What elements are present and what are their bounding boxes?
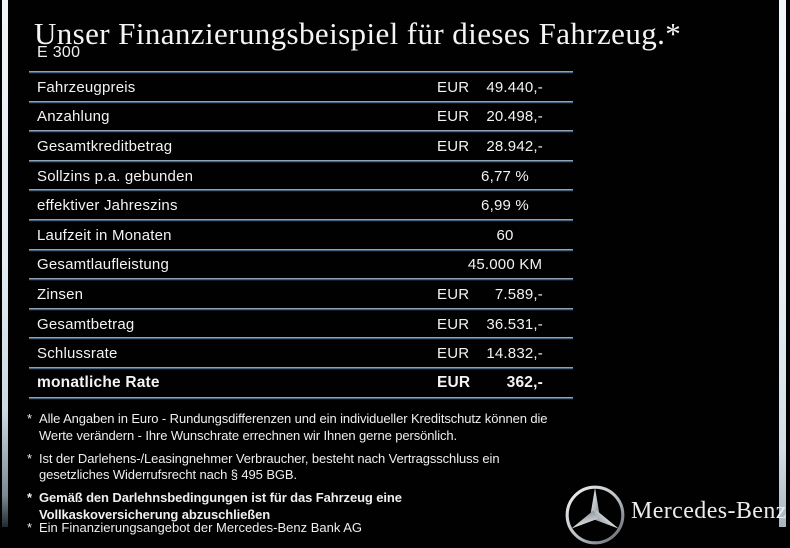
table-divider bbox=[29, 366, 573, 370]
table-row: Schlussrate EUR 14.832,- bbox=[29, 340, 573, 367]
amount-value: 36.531,- bbox=[486, 315, 543, 333]
row-value: EUR 14.832,- bbox=[437, 345, 573, 362]
footnote-line: gesetzliches Widerrufsrecht nach § 495 B… bbox=[39, 467, 297, 482]
right-edge-strip bbox=[779, 0, 786, 527]
row-value: EUR 28.942,- bbox=[437, 138, 573, 155]
table-divider bbox=[29, 100, 573, 104]
brand-area: Mercedes-Benz bbox=[565, 485, 787, 545]
currency-label: EUR bbox=[437, 345, 470, 363]
row-value: EUR 20.498,- bbox=[437, 108, 573, 125]
footnote-marker: * bbox=[27, 490, 32, 505]
footnote-marker: * bbox=[27, 450, 32, 466]
amount-value: 20.498,- bbox=[486, 108, 543, 126]
row-label: Schlussrate bbox=[37, 345, 118, 363]
table-divider bbox=[29, 337, 573, 341]
amount-value: 362,- bbox=[506, 374, 543, 392]
table-row: Anzahlung EUR 20.498,- bbox=[29, 104, 573, 131]
row-value: EUR 49.440,- bbox=[437, 79, 573, 96]
row-label: Anzahlung bbox=[37, 108, 110, 126]
footnote: * Alle Angaben in Euro - Rundungsdiffere… bbox=[27, 411, 575, 444]
footnote-marker: * bbox=[27, 520, 33, 535]
row-label: Gesamtkreditbetrag bbox=[37, 137, 173, 155]
table-divider bbox=[29, 396, 573, 400]
footnote-line: Ein Finanzierungsangebot der Mercedes-Be… bbox=[39, 520, 363, 535]
currency-label: EUR bbox=[437, 315, 470, 333]
table-divider bbox=[29, 130, 573, 134]
footnote-line: Werte verändern - Ihre Wunschrate errech… bbox=[39, 427, 458, 443]
currency-label: EUR bbox=[437, 374, 471, 392]
footnote-line: Vollkaskoversicherung abzuschließen bbox=[39, 506, 271, 522]
table-row: Gesamtkreditbetrag EUR 28.942,- bbox=[29, 133, 573, 160]
financing-table: Fahrzeugpreis EUR 49.440,- Anzahlung EUR 2… bbox=[29, 71, 573, 400]
table-row: Laufzeit in Monaten 60 bbox=[29, 222, 573, 249]
row-label: effektiver Jahreszins bbox=[37, 197, 178, 215]
table-row: effektiver Jahreszins 6,99 % bbox=[29, 192, 573, 219]
footnote: * Ist der Darlehens-/Leasingnehmer Verbr… bbox=[27, 451, 575, 484]
page-title: Unser Finanzierungsbeispiel für dieses F… bbox=[34, 15, 682, 51]
table-row: Fahrzeugpreis EUR 49.440,- bbox=[29, 74, 573, 101]
footnote-insurance-requirement: * Gemäß den Darlehnsbedingungen ist für … bbox=[27, 490, 575, 523]
footnote-line: Ist der Darlehens-/Leasingnehmer Verbrau… bbox=[39, 450, 500, 466]
currency-label: EUR bbox=[437, 108, 470, 126]
footnote-text: Gemäß den Darlehnsbedingungen ist für da… bbox=[39, 490, 402, 523]
footnote-line: Alle Angaben in Euro - Rundungsdifferenz… bbox=[39, 411, 548, 426]
row-value: EUR 362,- bbox=[437, 374, 573, 392]
row-value: 45.000 KM bbox=[467, 256, 543, 274]
table-divider bbox=[29, 307, 573, 311]
row-value: 6,77 % bbox=[481, 167, 529, 185]
row-label: Zinsen bbox=[37, 285, 84, 303]
row-value: EUR 36.531,- bbox=[437, 316, 573, 333]
footnote-marker: * bbox=[27, 411, 32, 426]
amount-value: 14.832,- bbox=[486, 345, 543, 363]
currency-label: EUR bbox=[437, 137, 470, 155]
footnote-line: Gemäß den Darlehnsbedingungen ist für da… bbox=[39, 490, 402, 505]
row-label: Laufzeit in Monaten bbox=[37, 226, 172, 244]
table-row: Gesamtbetrag EUR 36.531,- bbox=[29, 311, 573, 338]
table-divider bbox=[29, 189, 573, 193]
footnotes: * Alle Angaben in Euro - Rundungsdiffere… bbox=[27, 411, 575, 530]
row-label: Sollzins p.a. gebunden bbox=[37, 167, 194, 185]
footnote-bank-offer-clipped: * Ein Finanzierungsangebot der Mercedes-… bbox=[27, 520, 575, 537]
row-label: monatliche Rate bbox=[37, 374, 160, 392]
amount-value: 28.942,- bbox=[486, 137, 543, 155]
amount-value: 49.440,- bbox=[486, 78, 543, 96]
row-label: Fahrzeugpreis bbox=[37, 78, 136, 96]
row-value: 6,99 % bbox=[481, 197, 529, 215]
table-divider bbox=[29, 278, 573, 282]
row-label: Gesamtlaufleistung bbox=[37, 256, 170, 274]
row-value: EUR 7.589,- bbox=[437, 286, 573, 303]
row-label: Gesamtbetrag bbox=[37, 315, 135, 333]
amount-value: 7.589,- bbox=[494, 285, 543, 303]
footnote-text: Ist der Darlehens-/Leasingnehmer Verbrau… bbox=[39, 450, 500, 484]
currency-label: EUR bbox=[437, 285, 470, 303]
left-edge-strip bbox=[2, 0, 8, 527]
table-row-monthly-rate: monatliche Rate EUR 362,- bbox=[29, 370, 573, 397]
footnote-text: Alle Angaben in Euro - Rundungsdifferenz… bbox=[39, 411, 548, 444]
vehicle-model-label: E 300 bbox=[37, 44, 81, 61]
table-row: Gesamtlaufleistung 45.000 KM bbox=[29, 252, 573, 279]
brand-wordmark: Mercedes-Benz bbox=[631, 498, 787, 524]
table-divider bbox=[29, 159, 573, 163]
row-value: 60 bbox=[496, 226, 514, 244]
currency-label: EUR bbox=[437, 78, 470, 96]
table-divider bbox=[29, 218, 573, 222]
table-row: Sollzins p.a. gebunden 6,77 % bbox=[29, 163, 573, 190]
table-row: Zinsen EUR 7.589,- bbox=[29, 281, 573, 308]
table-divider bbox=[29, 248, 573, 252]
table-divider bbox=[29, 71, 573, 74]
